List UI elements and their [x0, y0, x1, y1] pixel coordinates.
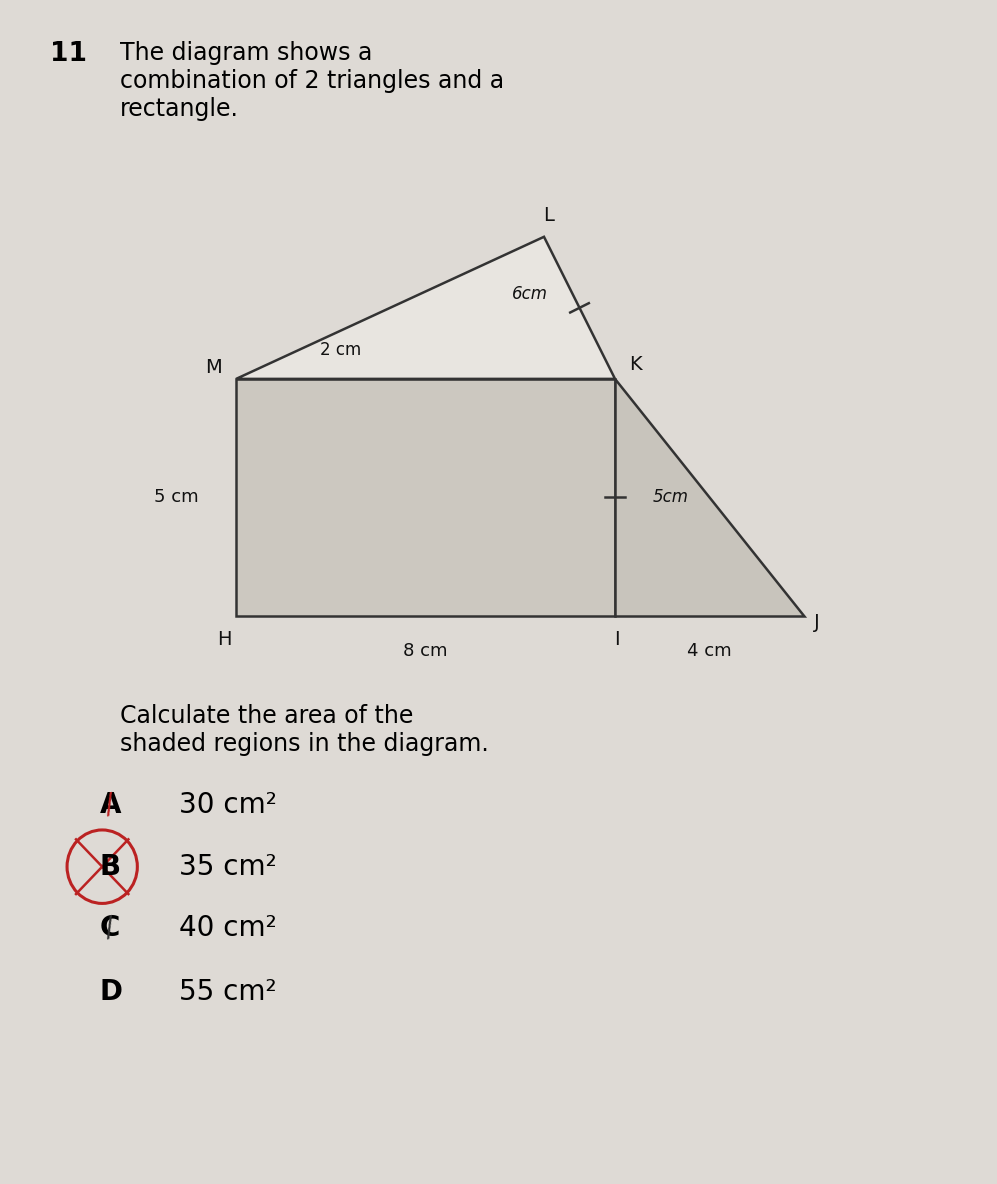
- Text: K: K: [629, 355, 642, 374]
- Text: 5 cm: 5 cm: [154, 488, 198, 507]
- Text: 6cm: 6cm: [511, 284, 547, 303]
- Text: Calculate the area of the
shaded regions in the diagram.: Calculate the area of the shaded regions…: [120, 704, 489, 757]
- Text: D: D: [100, 978, 123, 1006]
- Text: 35 cm²: 35 cm²: [179, 852, 277, 881]
- Text: I: I: [614, 630, 620, 649]
- Text: B: B: [100, 852, 121, 881]
- Text: 4 cm: 4 cm: [688, 642, 732, 659]
- Text: /: /: [103, 914, 117, 942]
- Text: M: M: [205, 358, 222, 377]
- Text: 8 cm: 8 cm: [404, 642, 448, 659]
- Text: H: H: [217, 630, 231, 649]
- Text: 30 cm²: 30 cm²: [179, 791, 277, 819]
- Text: 40 cm²: 40 cm²: [179, 914, 277, 942]
- Text: 2 cm: 2 cm: [320, 341, 361, 360]
- Polygon shape: [615, 379, 805, 616]
- Text: 5cm: 5cm: [653, 488, 689, 507]
- Text: 11: 11: [50, 41, 87, 67]
- Text: A: A: [100, 791, 122, 819]
- Text: C: C: [100, 914, 120, 942]
- Polygon shape: [236, 237, 615, 379]
- Text: /: /: [103, 791, 117, 819]
- Text: L: L: [543, 206, 554, 225]
- Text: 55 cm²: 55 cm²: [179, 978, 277, 1006]
- Text: The diagram shows a
combination of 2 triangles and a
rectangle.: The diagram shows a combination of 2 tri…: [120, 41, 503, 121]
- Text: J: J: [814, 613, 820, 632]
- Polygon shape: [236, 379, 615, 616]
